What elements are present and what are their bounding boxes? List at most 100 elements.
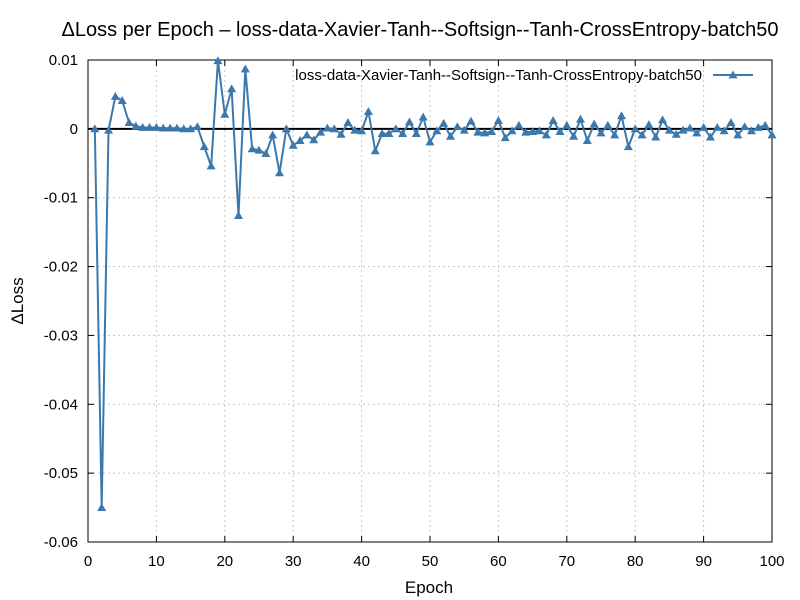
data-point-marker [261, 149, 271, 158]
data-point-marker [719, 126, 729, 135]
data-point-marker [275, 168, 285, 177]
data-point-marker [131, 121, 141, 130]
data-point-marker [377, 129, 387, 138]
data-point-marker [617, 111, 627, 120]
data-point-marker [473, 127, 483, 136]
data-point-marker [630, 124, 640, 133]
data-point-marker [350, 125, 360, 134]
data-point-marker [316, 127, 326, 136]
data-point-marker [582, 136, 592, 144]
data-point-marker [623, 142, 633, 151]
x-tick-label: 70 [558, 553, 575, 570]
y-tick-label: -0.05 [44, 465, 78, 482]
y-tick-label: -0.03 [44, 327, 78, 344]
x-tick-label: 20 [216, 553, 233, 570]
data-point-marker [268, 130, 278, 139]
data-point-marker [541, 130, 551, 139]
series-line [93, 59, 773, 509]
data-point-marker [589, 119, 599, 128]
tick-layer: 0 10 20 30 40 50 60 70 80 90 100 -0.06 -0.05 -0.04 -0.… [44, 52, 785, 570]
data-point-marker [227, 84, 237, 93]
data-point-marker [104, 125, 114, 134]
x-tick-label: 30 [285, 553, 302, 570]
data-point-marker [521, 127, 531, 136]
data-point-marker [329, 124, 339, 133]
data-point-marker [534, 126, 544, 135]
data-point-marker [740, 122, 750, 131]
data-point-marker [138, 122, 148, 131]
x-tick-label: 0 [84, 553, 92, 570]
y-axis-label: ΔLoss [8, 277, 27, 324]
data-point-marker [500, 133, 510, 142]
data-point-marker [117, 96, 127, 105]
data-point-marker [575, 114, 585, 123]
x-tick-label: 10 [148, 553, 165, 570]
data-point-marker [760, 120, 770, 129]
x-tick-label: 50 [422, 553, 439, 570]
data-point-marker [309, 135, 319, 144]
data-point-marker [404, 117, 414, 126]
data-point-marker [302, 130, 312, 139]
data-point-marker [322, 123, 332, 132]
data-point-marker [446, 131, 456, 140]
x-tick-label: 80 [627, 553, 644, 570]
data-point-marker [192, 122, 202, 131]
data-point-marker [705, 132, 715, 141]
data-point-marker [295, 136, 305, 144]
data-point-marker [336, 129, 346, 138]
data-point-marker [651, 132, 661, 141]
data-point-marker [343, 118, 353, 127]
data-point-marker [487, 127, 497, 135]
data-point-marker [165, 123, 175, 132]
y-tick-label: 0 [70, 121, 78, 138]
data-point-marker [97, 503, 107, 511]
data-point-marker [179, 124, 189, 133]
data-point-marker [452, 122, 462, 131]
data-point-marker [411, 129, 421, 138]
chart-title: ΔLoss per Epoch – loss-data-Xavier-Tanh-… [61, 19, 778, 41]
data-point-marker [186, 124, 196, 133]
x-tick-label: 60 [490, 553, 507, 570]
data-point-marker [480, 128, 490, 137]
data-point-marker [145, 122, 155, 131]
data-point-marker [281, 124, 291, 133]
series-layer [90, 56, 777, 511]
y-tick-label: -0.06 [44, 534, 78, 551]
data-point-marker [110, 91, 120, 100]
data-point-marker [288, 140, 298, 149]
data-point-marker [357, 126, 367, 135]
data-point-marker [124, 118, 134, 127]
data-point-marker [596, 128, 606, 137]
data-point-marker [562, 120, 572, 129]
x-axis-label: Epoch [405, 578, 453, 597]
data-point-marker [767, 130, 777, 139]
data-point-marker [439, 118, 449, 127]
data-point-marker [158, 123, 168, 132]
data-point-marker [425, 137, 435, 146]
legend: loss-data-Xavier-Tanh--Softsign--Tanh-Cr… [295, 67, 753, 84]
data-point-marker [240, 64, 250, 73]
data-point-marker [548, 116, 558, 124]
data-point-marker [664, 125, 674, 134]
x-tick-label: 100 [759, 553, 784, 570]
data-point-marker [528, 127, 538, 135]
data-point-marker [418, 112, 428, 121]
data-point-marker [692, 128, 702, 137]
data-point-marker [726, 118, 736, 127]
data-point-marker [90, 124, 100, 133]
data-point-marker [658, 115, 668, 124]
data-point-marker [678, 125, 688, 134]
data-point-marker [206, 161, 216, 170]
data-point-marker [733, 130, 743, 139]
x-tick-label: 90 [695, 553, 712, 570]
data-point-marker [746, 126, 756, 135]
data-point-marker [247, 144, 257, 153]
data-point-marker [507, 126, 517, 135]
data-point-marker [384, 129, 394, 138]
data-point-marker [466, 116, 476, 125]
data-point-marker [603, 120, 613, 129]
y-tick-label: 0.01 [49, 52, 78, 69]
y-tick-label: -0.01 [44, 190, 78, 207]
data-point-marker [699, 122, 709, 131]
